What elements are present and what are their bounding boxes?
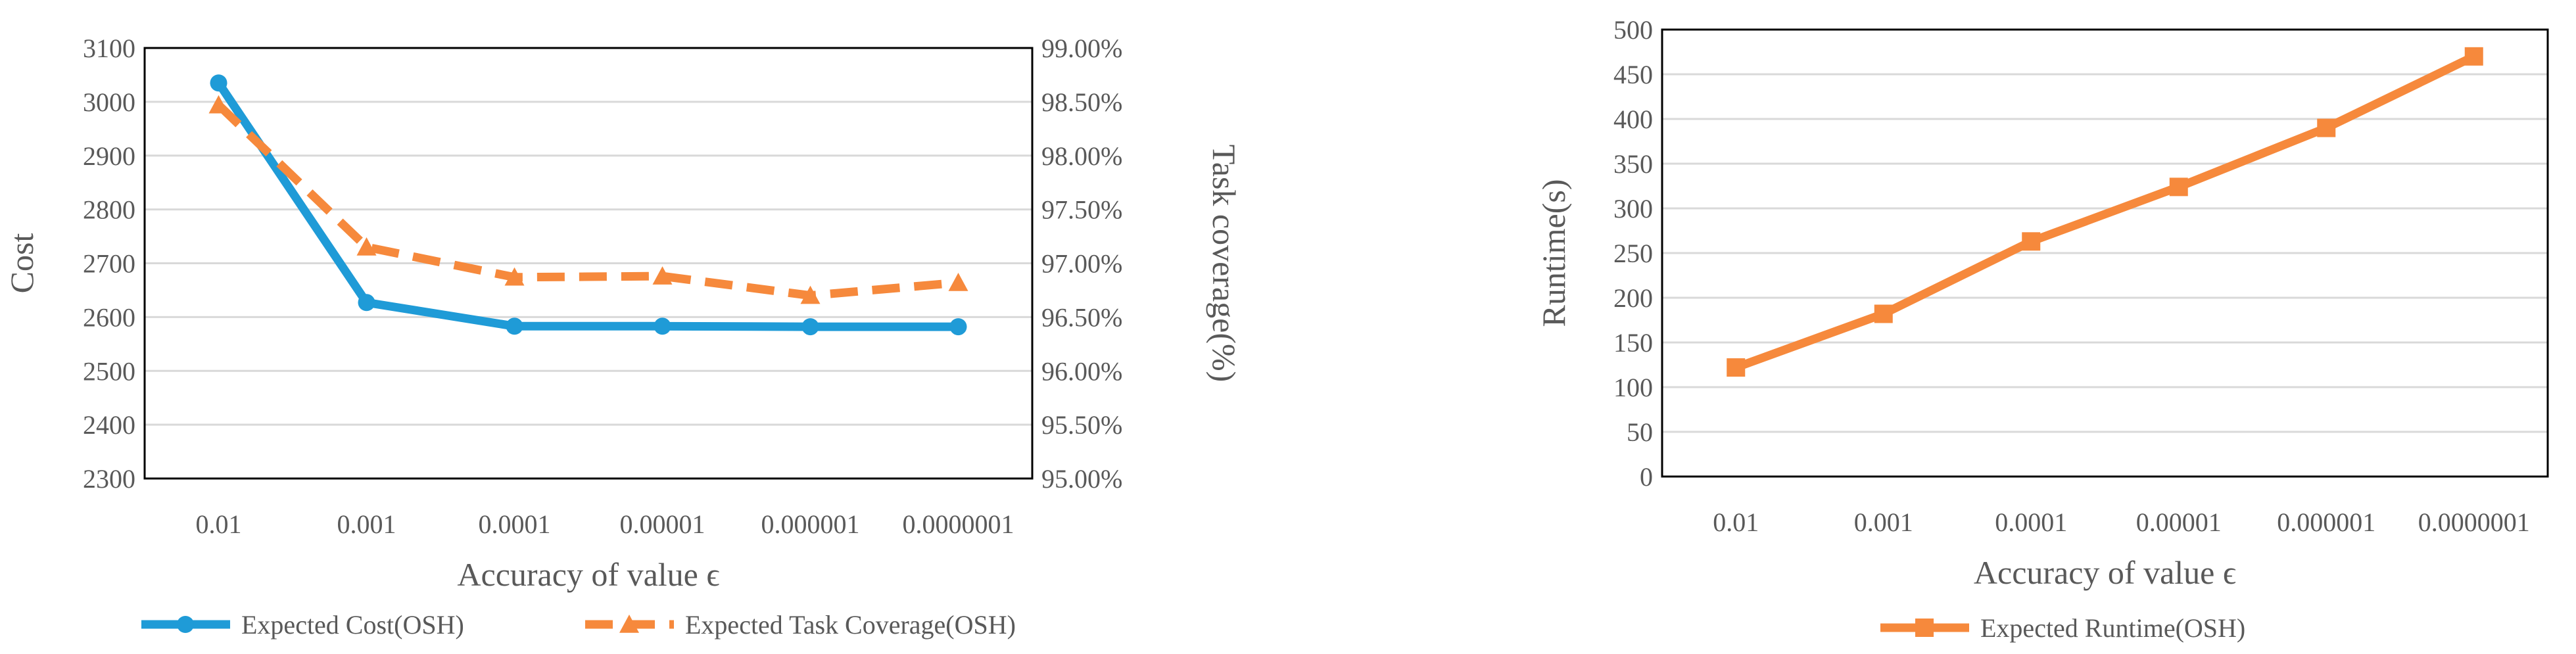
y-tick-label: 2600 xyxy=(83,302,135,332)
y-tick-label: 2900 xyxy=(83,141,135,171)
legend: Expected Runtime(OSH) xyxy=(1880,613,2245,643)
legend-label: Expected Runtime(OSH) xyxy=(1980,613,2245,643)
x-axis-ticks: 0.01 0.001 0.0001 0.00001 0.000001 0.0000001 xyxy=(1713,507,2530,537)
x-tick-label: 0.00001 xyxy=(2136,507,2222,537)
gridlines xyxy=(1662,28,2548,478)
series-expected-runtime-osh xyxy=(1727,47,2483,377)
legend-label: Expected Task Coverage(OSH) xyxy=(685,610,1016,640)
legend: Expected Cost(OSH) Expected Task Coverage… xyxy=(141,610,1016,640)
series-expected-task-coverage-osh xyxy=(208,95,968,304)
data-point xyxy=(801,318,819,336)
data-point xyxy=(652,266,673,285)
data-point xyxy=(504,267,525,286)
x-tick-label: 0.01 xyxy=(196,509,242,539)
y-tick-label: 150 xyxy=(1613,328,1653,358)
series-line xyxy=(215,80,959,331)
plot-frame xyxy=(1661,28,2549,478)
data-point xyxy=(2169,177,2188,197)
data-point xyxy=(506,317,523,335)
x-tick-label: 0.01 xyxy=(1713,507,1759,537)
y2-axis-title: Task coverage(%) xyxy=(1206,145,1243,383)
data-point xyxy=(948,272,968,291)
data-point xyxy=(654,317,671,335)
y-tick-label: 400 xyxy=(1613,105,1653,134)
data-point xyxy=(1727,358,1746,377)
x-tick-label: 0.0000001 xyxy=(2418,507,2530,537)
y-tick-label: 100 xyxy=(1613,373,1653,402)
data-point xyxy=(210,74,227,92)
y-axis-ticks: 0 50 100 150 200 250 300 350 400 450 500 xyxy=(1613,15,1653,492)
y-tick-label: 200 xyxy=(1613,283,1653,313)
legend-label: Expected Cost(OSH) xyxy=(241,610,464,640)
y-tick-label: 2300 xyxy=(83,464,135,494)
y-tick-label: 3100 xyxy=(83,34,135,63)
data-point xyxy=(949,318,967,336)
x-tick-label: 0.001 xyxy=(337,509,396,539)
data-point xyxy=(2022,232,2041,251)
legend-item: Expected Runtime(OSH) xyxy=(1880,613,2245,643)
y2-tick-label: 96.00% xyxy=(1041,356,1122,386)
y-tick-label: 2500 xyxy=(83,356,135,386)
y2-tick-label: 96.50% xyxy=(1041,302,1122,332)
y-axis-ticks: 2300 2400 2500 2600 2700 2800 2900 3000 3100 xyxy=(83,34,135,494)
y-axis-title: Runtime(s) xyxy=(1535,179,1572,327)
y-tick-label: 50 xyxy=(1627,417,1653,447)
legend-item: Expected Task Coverage(OSH) xyxy=(585,610,1016,640)
data-point xyxy=(2317,118,2336,137)
y2-axis-ticks: 95.00% 95.50% 96.00% 96.50% 97.00% 97.50% 98.0… xyxy=(1041,34,1122,494)
data-point xyxy=(358,294,375,312)
y2-tick-label: 98.50% xyxy=(1041,87,1122,117)
y2-tick-label: 99.00% xyxy=(1041,34,1122,63)
y-tick-label: 250 xyxy=(1613,239,1653,268)
x-axis-title: Accuracy of value ϵ xyxy=(457,556,719,593)
y-tick-label: 450 xyxy=(1613,60,1653,89)
x-tick-label: 0.000001 xyxy=(2277,507,2375,537)
y-tick-label: 350 xyxy=(1613,149,1653,179)
y-tick-label: 2800 xyxy=(83,195,135,225)
x-axis-title: Accuracy of value ϵ xyxy=(1974,554,2236,591)
cost-coverage-chart: 2300 2400 2500 2600 2700 2800 2900 3000 3100 95.0… xyxy=(3,34,1243,640)
data-point xyxy=(800,285,821,304)
x-tick-label: 0.0000001 xyxy=(903,509,1014,539)
data-point xyxy=(356,237,377,256)
legend-item: Expected Cost(OSH) xyxy=(141,610,464,640)
y-tick-label: 3000 xyxy=(83,87,135,117)
y-tick-label: 0 xyxy=(1640,462,1653,492)
data-point xyxy=(208,95,229,114)
y-tick-label: 2400 xyxy=(83,410,135,440)
series-expected-cost-osh xyxy=(210,74,967,336)
x-tick-label: 0.00001 xyxy=(620,509,705,539)
y2-tick-label: 97.50% xyxy=(1041,195,1122,225)
y2-tick-label: 97.00% xyxy=(1041,249,1122,279)
series-line xyxy=(215,102,959,300)
y-tick-label: 2700 xyxy=(83,249,135,279)
y2-tick-label: 98.00% xyxy=(1041,141,1122,171)
y2-tick-label: 95.50% xyxy=(1041,410,1122,440)
y-tick-label: 500 xyxy=(1613,15,1653,45)
gridlines xyxy=(145,47,1032,480)
data-point xyxy=(1874,304,1893,323)
y-axis-title: Cost xyxy=(3,233,40,294)
x-tick-label: 0.0001 xyxy=(479,509,551,539)
x-tick-label: 0.000001 xyxy=(761,509,860,539)
y2-tick-label: 95.00% xyxy=(1041,464,1122,494)
x-tick-label: 0.001 xyxy=(1854,507,1913,537)
series-line xyxy=(1734,52,2476,372)
data-point xyxy=(2464,47,2483,66)
x-axis-ticks: 0.01 0.001 0.0001 0.00001 0.000001 0.0000001 xyxy=(196,509,1014,539)
legend-marker xyxy=(619,615,639,633)
legend-marker xyxy=(1915,619,1934,637)
x-tick-label: 0.0001 xyxy=(1995,507,2067,537)
plot-frame xyxy=(143,47,1034,480)
legend-marker xyxy=(177,616,194,633)
y-tick-label: 300 xyxy=(1613,194,1653,223)
